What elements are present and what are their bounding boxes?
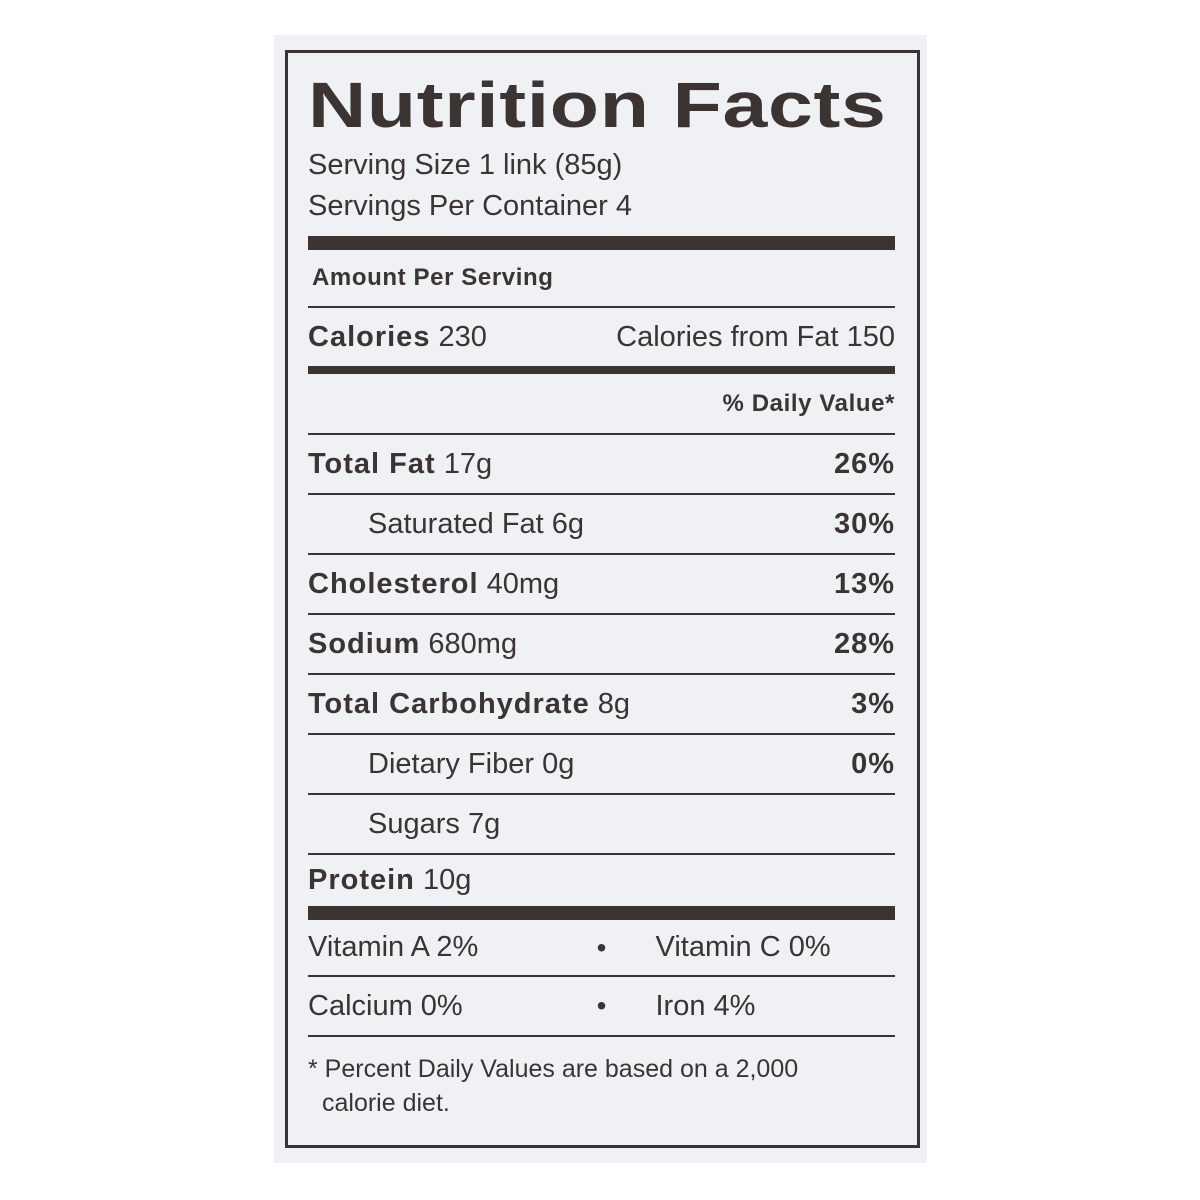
nutrient-amount: 680mg <box>428 627 518 660</box>
footnote: * Percent Daily Values are based on a 2,… <box>308 1037 895 1120</box>
divider <box>308 853 895 855</box>
nutrient-daily-value: 0% <box>851 747 895 780</box>
bullet-separator: • <box>596 990 607 1021</box>
servings-per-container: Servings Per Container 4 <box>308 190 632 222</box>
nutrient-row: Saturated Fat 6g 30% <box>308 495 895 553</box>
label-title: Nutrition Facts <box>308 69 887 141</box>
footnote-line: calorie diet. <box>322 1089 450 1117</box>
footnote-line: * Percent Daily Values are based on a 2,… <box>308 1055 799 1083</box>
divider <box>308 613 895 615</box>
vitamin-left: Calcium 0% <box>308 989 463 1022</box>
calories-value: 230 <box>438 320 487 353</box>
bullet-separator: • <box>596 931 607 963</box>
medium-divider <box>308 366 895 374</box>
thick-divider <box>308 236 895 250</box>
nutrient-row: Total Fat 17g 26% <box>308 435 895 493</box>
nutrient-amount: 17g <box>443 447 493 480</box>
divider <box>308 1035 895 1037</box>
nutrient-label: Dietary Fiber <box>368 747 534 780</box>
protein-amount: 10g <box>422 864 472 896</box>
nutrient-amount: 6g <box>551 507 585 540</box>
protein-label: Protein <box>308 864 415 896</box>
serving-size: Serving Size 1 link (85g) <box>308 149 623 181</box>
divider <box>308 733 895 735</box>
calories-from-fat: Calories from Fat 150 <box>616 320 895 353</box>
nutrient-amount: 40mg <box>486 567 560 600</box>
nutrient-list: Total Fat 17g 26% Saturated Fat 6g 30% Chole… <box>308 435 895 855</box>
nutrient-daily-value: 26% <box>833 447 895 480</box>
protein-row: Protein 10g <box>308 855 895 906</box>
divider <box>308 306 895 308</box>
nutrient-amount: 0g <box>542 747 575 780</box>
divider <box>308 553 895 555</box>
calories-row: Calories 230 Calories from Fat 150 <box>308 308 895 366</box>
vitamin-right: Vitamin C 0% <box>655 931 831 963</box>
nutrient-daily-value: 28% <box>833 627 895 660</box>
nutrient-row: Sodium 680mg 28% <box>308 615 895 673</box>
nutrient-label: Saturated Fat <box>368 507 544 540</box>
divider <box>308 433 895 435</box>
nutrient-row: Cholesterol 40mg 13% <box>308 555 895 613</box>
divider <box>308 493 895 495</box>
divider <box>308 975 895 977</box>
amount-per-serving: Amount Per Serving <box>312 264 554 291</box>
nutrient-daily-value: 30% <box>833 507 895 540</box>
nutrient-row: Sugars 7g <box>308 795 895 853</box>
nutrient-daily-value: 13% <box>833 567 895 600</box>
divider <box>308 793 895 795</box>
nutrient-row: Total Carbohydrate 8g 3% <box>308 675 895 733</box>
nutrient-label: Cholesterol <box>308 567 479 600</box>
nutrient-label: Sodium <box>308 627 421 660</box>
daily-value-header: % Daily Value* <box>722 390 895 417</box>
vitamin-left: Vitamin A 2% <box>308 931 479 963</box>
vitamin-right: Iron 4% <box>655 989 756 1022</box>
nutrient-amount: 7g <box>467 807 501 840</box>
vitamin-row: Calcium 0% • Iron 4% <box>308 977 895 1035</box>
nutrition-facts-label: Nutrition Facts Serving Size 1 link (85g… <box>285 50 920 1148</box>
nutrient-label: Sugars <box>368 807 460 840</box>
nutrient-amount: 8g <box>597 687 631 720</box>
nutrient-label: Total Fat <box>308 447 436 480</box>
nutrient-label: Total Carbohydrate <box>308 687 590 720</box>
thick-divider <box>308 906 895 920</box>
nutrient-row: Dietary Fiber 0g 0% <box>308 735 895 793</box>
divider <box>308 673 895 675</box>
calories-label: Calories <box>308 320 431 353</box>
vitamin-row: Vitamin A 2% • Vitamin C 0% <box>308 920 895 975</box>
nutrient-daily-value: 3% <box>851 687 895 720</box>
